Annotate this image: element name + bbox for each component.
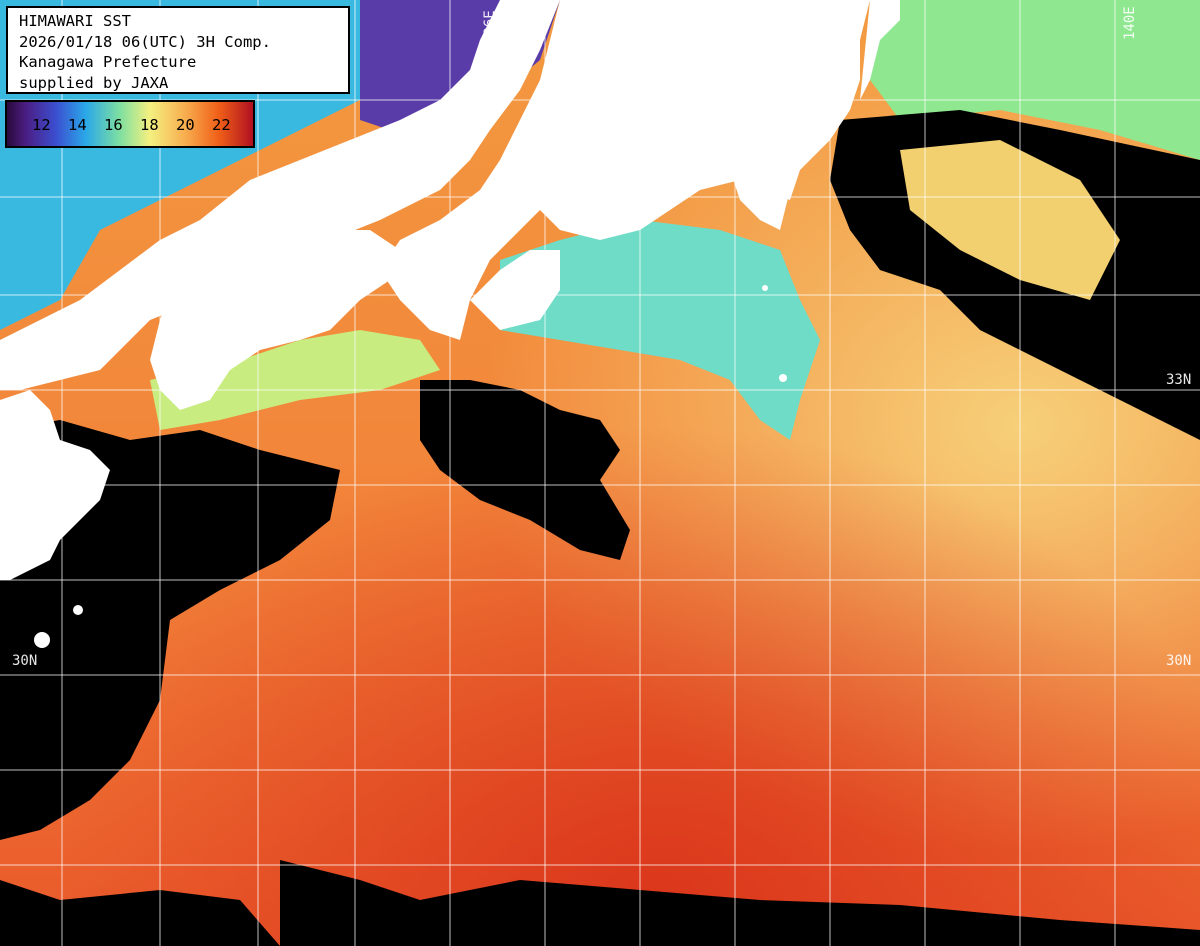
cloud-mask-south (280, 860, 1200, 946)
datetime-line: 2026/01/18 06(UTC) 3H Comp. (19, 32, 271, 51)
land-shikoku (150, 230, 400, 410)
legend-label-18: 18 (140, 116, 159, 134)
lon-label-136e: 136E (482, 10, 498, 44)
lon-label-140e: 140E (1122, 6, 1138, 40)
land-honshu-west (0, 0, 560, 390)
mild-water-coast-band (150, 330, 440, 430)
lat-label-33-left: 33 (10, 372, 27, 388)
mild-water-east-top (870, 0, 1200, 160)
legend-label-16: 16 (104, 116, 123, 134)
lat-label-30-right: 30N (1166, 653, 1192, 669)
land-island-small-3 (779, 374, 787, 382)
legend-label-22: 22 (212, 116, 231, 134)
cloud-mask-center (420, 380, 630, 560)
land-island-small-4 (762, 285, 768, 291)
lat-label-33-right: 33N (1166, 372, 1192, 388)
cloud-mask-southwest (0, 880, 280, 946)
temperature-legend: 12 14 16 18 20 22 (5, 100, 255, 148)
legend-label-20: 20 (176, 116, 195, 134)
title-line: HIMAWARI SST (19, 12, 131, 30)
legend-label-14: 14 (68, 116, 87, 134)
land-kanto (860, 0, 900, 100)
map-info-box: HIMAWARI SST 2026/01/18 06(UTC) 3H Comp. K… (6, 6, 350, 94)
land-island-small-2 (73, 605, 83, 615)
cloud-mask-west (0, 420, 340, 840)
warm-band-east (900, 140, 1120, 300)
lat-label-30-left: 30N (12, 653, 38, 669)
credit-line: supplied by JAXA (19, 73, 169, 92)
land-kii-peninsula (470, 250, 560, 330)
region-line: Kanagawa Prefecture (19, 53, 197, 71)
legend-label-12: 12 (32, 116, 51, 134)
land-island-small-1 (34, 632, 50, 648)
land-honshu-central (380, 0, 870, 340)
land-izu (730, 160, 790, 230)
cool-water-center (500, 220, 820, 440)
